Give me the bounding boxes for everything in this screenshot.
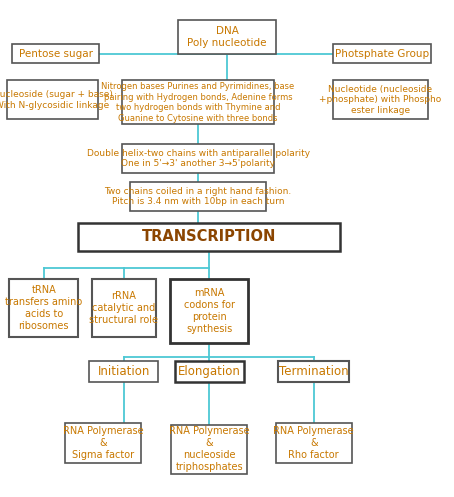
Text: Photsphate Group: Photsphate Group — [335, 49, 429, 59]
Text: tRNA
transfers amino
acids to
ribosomes: tRNA transfers amino acids to ribosomes — [5, 285, 82, 331]
Text: Nucleotide (nucleoside
+phosphate) with Phospho
ester linkage: Nucleotide (nucleoside +phosphate) with … — [319, 84, 442, 115]
Text: Initiation: Initiation — [98, 365, 150, 378]
FancyBboxPatch shape — [276, 423, 351, 463]
FancyBboxPatch shape — [123, 144, 274, 173]
FancyBboxPatch shape — [333, 81, 428, 119]
FancyBboxPatch shape — [278, 360, 350, 382]
Text: RNA Polymerase
&
Rho factor: RNA Polymerase & Rho factor — [273, 426, 354, 460]
FancyBboxPatch shape — [12, 44, 99, 64]
Text: Nitrogen bases Purines and Pyrimidines, base
pairing with Hydrogen bonds, Adenin: Nitrogen bases Purines and Pyrimidines, … — [101, 82, 295, 123]
FancyBboxPatch shape — [65, 423, 141, 463]
FancyBboxPatch shape — [130, 182, 266, 211]
FancyBboxPatch shape — [333, 44, 431, 64]
Text: rRNA
catalytic and
structural role: rRNA catalytic and structural role — [89, 291, 158, 325]
FancyBboxPatch shape — [123, 81, 274, 124]
Text: Pentose sugar: Pentose sugar — [19, 49, 93, 59]
Text: TRANSCRIPTION: TRANSCRIPTION — [142, 229, 276, 245]
Text: Nucleoside (sugar + base)
With N-glycosidic linkage: Nucleoside (sugar + base) With N-glycosi… — [0, 90, 113, 110]
Text: mRNA
codons for
protein
synthesis: mRNA codons for protein synthesis — [184, 288, 235, 334]
Text: Elongation: Elongation — [178, 365, 241, 378]
FancyBboxPatch shape — [89, 360, 158, 382]
Text: RNA Polymerase
&
nucleoside
triphosphates: RNA Polymerase & nucleoside triphosphate… — [169, 426, 250, 472]
FancyBboxPatch shape — [178, 19, 276, 54]
FancyBboxPatch shape — [92, 279, 156, 336]
Text: Two chains coiled in a right hand fashion.
Pitch is 3.4 nm with 10bp in each tur: Two chains coiled in a right hand fashio… — [104, 186, 292, 206]
FancyBboxPatch shape — [9, 279, 78, 336]
Text: Termination: Termination — [279, 365, 349, 378]
FancyBboxPatch shape — [170, 279, 248, 342]
FancyBboxPatch shape — [175, 360, 244, 382]
Text: RNA Polymerase
&
Sigma factor: RNA Polymerase & Sigma factor — [63, 426, 143, 460]
FancyBboxPatch shape — [78, 223, 340, 251]
FancyBboxPatch shape — [7, 81, 98, 119]
FancyBboxPatch shape — [171, 425, 247, 474]
Text: DNA
Poly nucleotide: DNA Poly nucleotide — [187, 26, 267, 48]
Text: Double helix-two chains with antiparallel polarity
One in 5'→3' another 3→5'pola: Double helix-two chains with antiparalle… — [87, 149, 310, 168]
